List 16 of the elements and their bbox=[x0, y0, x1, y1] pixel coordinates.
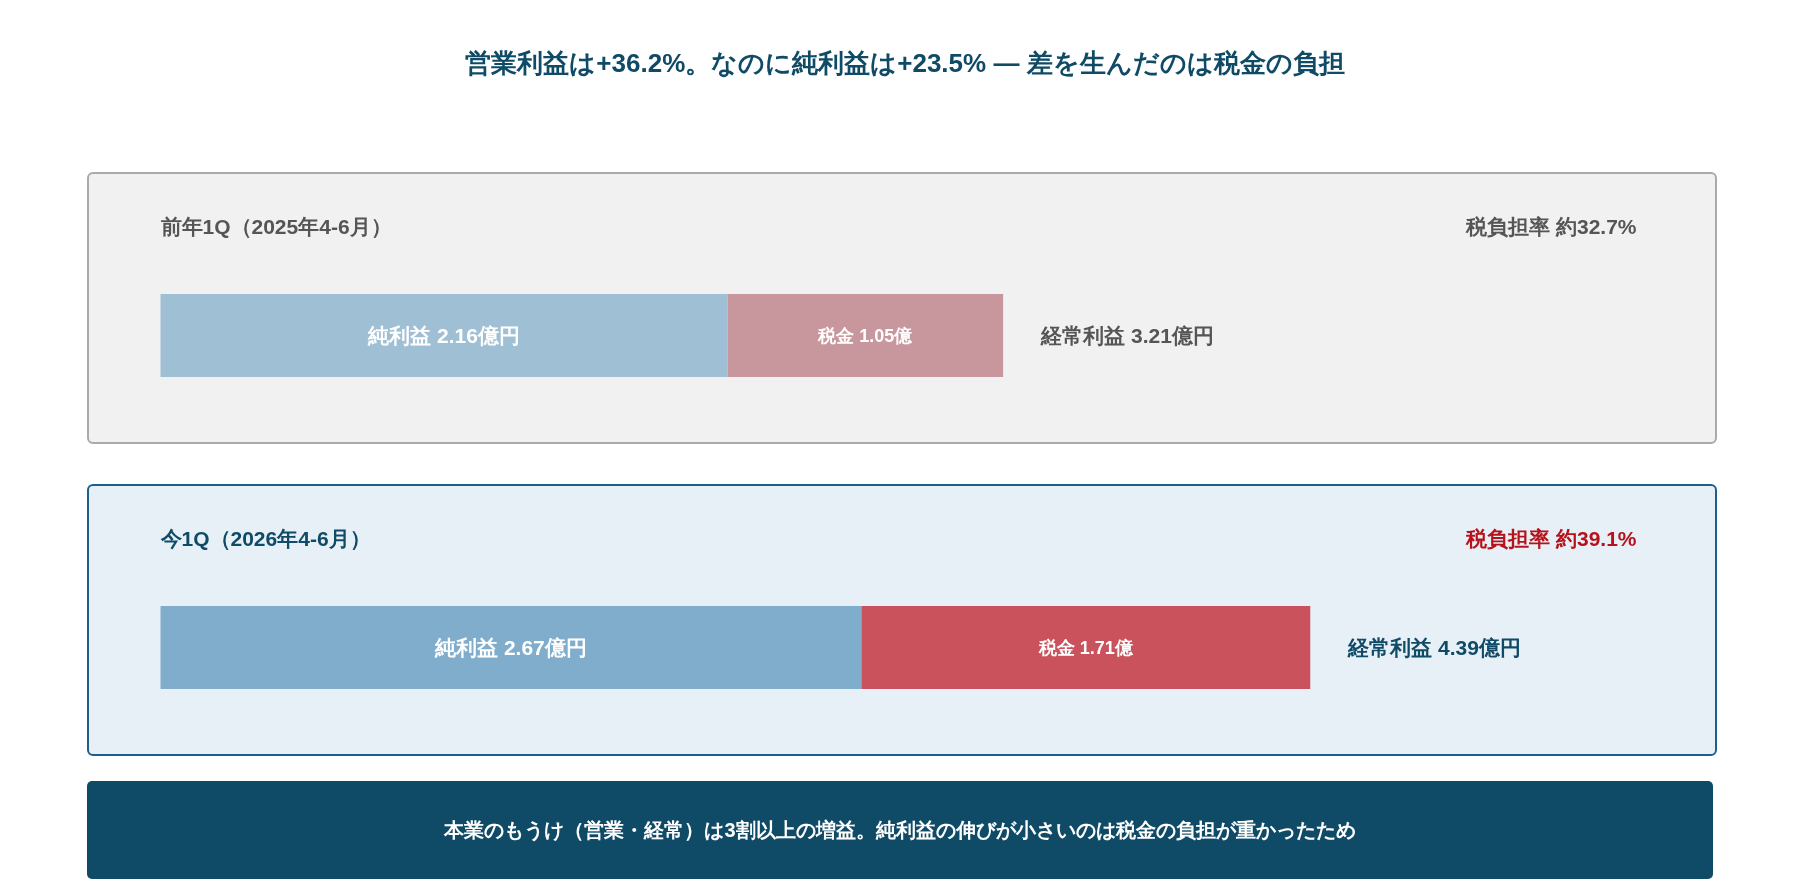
data-label: 純利益 2.16億円 bbox=[367, 324, 520, 347]
bar bbox=[160, 294, 728, 377]
data-label: 税金 1.71億 bbox=[1037, 637, 1134, 658]
text: 税負担率 約32.7% bbox=[1465, 215, 1637, 238]
text: 税負担率 約39.1% bbox=[1465, 527, 1637, 550]
bar bbox=[160, 606, 862, 689]
text: 本業のもうけ（営業・経常）は3割以上の増益。純利益の伸びが小さいのは税金の負担が重かったため bbox=[444, 818, 1356, 843]
y-tick-label: 今1Q（2026年4-6月） bbox=[159, 527, 371, 550]
total-label: 経常利益 3.21億円 bbox=[1040, 324, 1214, 347]
chart-title: 営業利益は+36.2%。なのに純利益は+23.5% — 差を生んだのは税金の負担 bbox=[465, 47, 1345, 80]
total-label: 経常利益 4.39億円 bbox=[1347, 636, 1521, 659]
data-label: 税金 1.05億 bbox=[817, 325, 914, 346]
data-label: 純利益 2.67億円 bbox=[434, 636, 587, 659]
y-tick-label: 前年1Q（2025年4-6月） bbox=[159, 215, 392, 238]
bar bbox=[861, 606, 1311, 689]
bar bbox=[727, 294, 1004, 377]
